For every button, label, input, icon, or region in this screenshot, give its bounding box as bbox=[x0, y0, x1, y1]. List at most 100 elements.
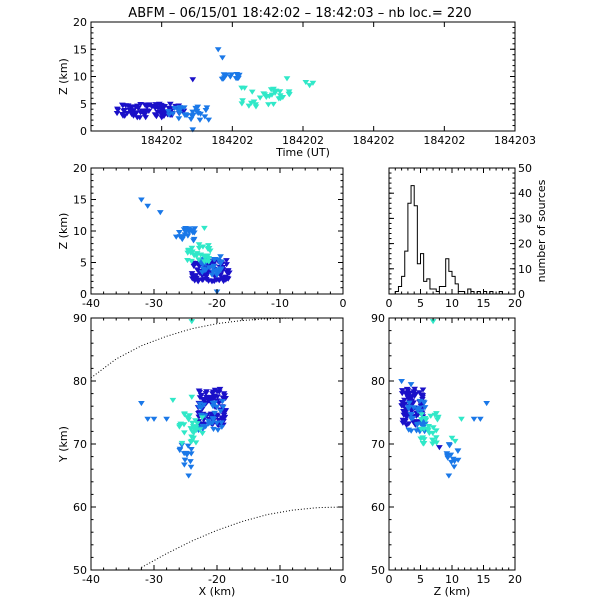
z-y-ytick-label: 60 bbox=[371, 501, 385, 514]
source-point bbox=[203, 394, 210, 400]
time-height-ytick-label: 10 bbox=[73, 71, 87, 84]
source-point bbox=[181, 412, 188, 418]
x-y-ytick-label: 50 bbox=[73, 564, 87, 577]
source-point bbox=[171, 105, 178, 111]
source-point bbox=[241, 85, 248, 91]
source-point bbox=[113, 110, 121, 117]
network-boundary-curve bbox=[90, 317, 343, 379]
source-point bbox=[218, 420, 225, 426]
source-point bbox=[421, 405, 429, 411]
source-point bbox=[221, 75, 228, 81]
source-point bbox=[426, 430, 433, 436]
source-point bbox=[405, 421, 413, 427]
time-height-ytick-label: 20 bbox=[73, 16, 87, 29]
source-point bbox=[407, 412, 415, 418]
source-point bbox=[272, 88, 280, 94]
source-point bbox=[184, 257, 191, 264]
source-point bbox=[137, 110, 144, 116]
source-point bbox=[401, 390, 409, 396]
source-point bbox=[477, 416, 484, 422]
source-point bbox=[196, 389, 204, 395]
source-point bbox=[190, 236, 198, 243]
source-point bbox=[152, 102, 160, 108]
source-point bbox=[429, 425, 437, 431]
source-point bbox=[209, 400, 217, 406]
source-point bbox=[121, 107, 128, 114]
source-point bbox=[185, 473, 192, 479]
x-z-xtick-label: -20 bbox=[208, 297, 226, 310]
source-point bbox=[205, 269, 213, 275]
source-point bbox=[176, 424, 183, 430]
source-point bbox=[156, 210, 164, 216]
source-point bbox=[449, 456, 457, 462]
source-point bbox=[219, 415, 226, 421]
x-y-ytick-label: 90 bbox=[73, 312, 87, 325]
source-point bbox=[205, 243, 212, 249]
source-point bbox=[209, 265, 217, 271]
source-point bbox=[211, 256, 219, 263]
source-point bbox=[213, 272, 221, 278]
source-point bbox=[276, 89, 284, 95]
source-point bbox=[182, 450, 190, 457]
source-point bbox=[184, 248, 192, 254]
source-point bbox=[191, 252, 198, 258]
source-point bbox=[148, 104, 155, 110]
time-height-xlabel: Time (UT) bbox=[275, 146, 330, 159]
source-point bbox=[137, 101, 144, 108]
source-point bbox=[178, 440, 186, 446]
source-point bbox=[188, 271, 196, 277]
z-y-xtick-label: 15 bbox=[477, 573, 491, 586]
source-point bbox=[470, 416, 478, 422]
source-point bbox=[450, 464, 458, 470]
source-point bbox=[256, 95, 264, 101]
source-point bbox=[220, 278, 227, 285]
source-point bbox=[204, 246, 212, 252]
source-point bbox=[219, 404, 227, 410]
source-point bbox=[420, 437, 428, 443]
source-point bbox=[207, 394, 215, 401]
source-point bbox=[220, 410, 228, 416]
source-point bbox=[270, 101, 277, 108]
x-y-xtick-label: -10 bbox=[271, 573, 289, 586]
source-point bbox=[402, 413, 409, 419]
source-point bbox=[188, 245, 196, 251]
source-point bbox=[197, 111, 204, 117]
source-point bbox=[419, 423, 426, 429]
source-point bbox=[245, 103, 253, 109]
source-point bbox=[201, 268, 209, 274]
source-point bbox=[145, 108, 153, 114]
source-point bbox=[210, 426, 217, 432]
source-point bbox=[418, 408, 425, 414]
histogram-xtick-label: 15 bbox=[477, 297, 491, 310]
source-point bbox=[260, 91, 267, 97]
source-point bbox=[302, 80, 310, 86]
source-point bbox=[418, 412, 425, 418]
x-y-ylabel: Y (km) bbox=[57, 426, 70, 463]
source-point bbox=[123, 111, 131, 117]
x-y-xtick-label: 0 bbox=[340, 573, 347, 586]
z-y-xtick-label: 5 bbox=[417, 573, 424, 586]
x-y-frame bbox=[90, 317, 344, 571]
source-point bbox=[187, 464, 195, 470]
source-point bbox=[151, 112, 159, 118]
source-point bbox=[239, 98, 246, 104]
histogram-ylabel: number of sources bbox=[535, 179, 548, 282]
time-height-xtick-label: 184202 bbox=[211, 134, 253, 147]
source-point bbox=[195, 257, 202, 263]
source-point bbox=[165, 109, 172, 115]
source-point bbox=[238, 101, 246, 107]
panel-time-height: 184202 184202 184202 184202 184202 184203 0 5 10… bbox=[57, 16, 536, 159]
source-point bbox=[420, 426, 428, 432]
source-point bbox=[436, 445, 443, 451]
source-point bbox=[407, 382, 415, 388]
source-point bbox=[195, 242, 203, 248]
source-point bbox=[410, 400, 417, 406]
source-point bbox=[262, 94, 270, 100]
x-y-xtick-label: -40 bbox=[82, 573, 100, 586]
source-point bbox=[154, 110, 162, 116]
source-point bbox=[197, 405, 205, 411]
source-point bbox=[210, 395, 218, 401]
panel-z-y: 0 5 10 15 20 50 60 70 80 90 Z (km) bbox=[371, 312, 522, 598]
x-y-xtick-label: -20 bbox=[208, 573, 226, 586]
